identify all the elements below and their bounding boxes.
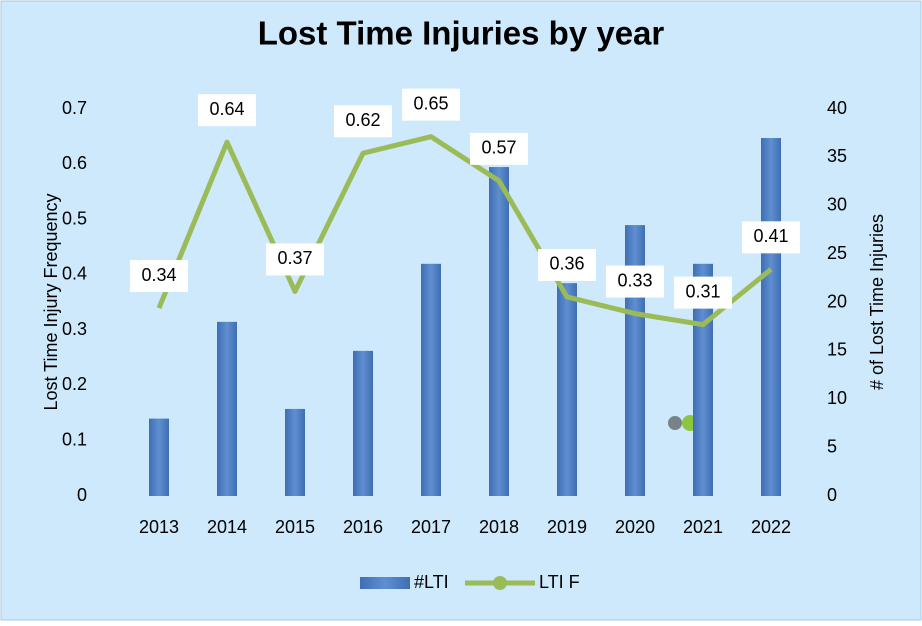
bar [353, 350, 373, 496]
y-tick-label: 0.4 [62, 264, 87, 284]
x-tick-label: 2017 [411, 517, 451, 537]
bar [285, 408, 305, 496]
data-label-box [606, 265, 664, 298]
y-tick-label: 0.7 [62, 98, 87, 118]
y-tick-label: 0.6 [62, 153, 87, 173]
y2-tick-label: 5 [827, 436, 837, 456]
data-label: 0.31 [685, 281, 720, 301]
y-axis-title: Lost Time Injury Frequency [41, 193, 61, 410]
y-tick-label: 0.5 [62, 208, 87, 228]
y-tick-label: 0.3 [62, 319, 87, 339]
legend-label: #LTI [414, 572, 449, 592]
bar [421, 263, 441, 496]
legend-swatch [360, 577, 410, 589]
data-label: 0.33 [617, 270, 652, 290]
data-label: 0.64 [209, 99, 244, 119]
data-label: 0.37 [277, 248, 312, 268]
chart-title: Lost Time Injuries by year [258, 15, 665, 52]
y2-tick-label: 10 [827, 388, 847, 408]
y-tick-label: 0.2 [62, 374, 87, 394]
bar [557, 283, 577, 496]
x-tick-label: 2016 [343, 517, 383, 537]
decoration [668, 416, 682, 430]
y2-tick-label: 0 [827, 485, 837, 505]
data-label: 0.62 [345, 110, 380, 130]
data-label-box [402, 88, 460, 121]
legend-swatch [493, 576, 507, 590]
y2-tick-label: 35 [827, 146, 847, 166]
legend-label: LTI F [539, 572, 580, 592]
bar [761, 138, 781, 496]
y2-tick-label: 25 [827, 243, 847, 263]
y-tick-label: 0.1 [62, 429, 87, 449]
y2-tick-label: 20 [827, 291, 847, 311]
y2-tick-label: 40 [827, 98, 847, 118]
x-tick-label: 2021 [683, 517, 723, 537]
y2-axis-title: # of Lost Time Injuries [867, 214, 887, 390]
data-label-box [266, 243, 324, 276]
y-tick-label: 0 [77, 485, 87, 505]
data-label-box [470, 132, 528, 165]
x-tick-label: 2014 [207, 517, 247, 537]
data-label-box [334, 105, 392, 138]
x-tick-label: 2013 [139, 517, 179, 537]
data-label-box [198, 94, 256, 127]
line [156, 134, 773, 328]
data-label: 0.34 [141, 265, 176, 285]
data-label: 0.41 [753, 226, 788, 246]
y2-tick-label: 15 [827, 340, 847, 360]
data-label: 0.36 [549, 254, 584, 274]
data-label-box [674, 276, 732, 309]
bar [489, 167, 509, 497]
bar [149, 418, 169, 496]
bar [217, 321, 237, 496]
x-tick-label: 2018 [479, 517, 519, 537]
data-label-box [130, 260, 188, 293]
y2-tick-label: 30 [827, 195, 847, 215]
data-label: 0.65 [413, 93, 448, 113]
data-label: 0.57 [481, 138, 516, 158]
x-tick-label: 2015 [275, 517, 315, 537]
data-label-box [742, 221, 800, 254]
data-label-box [538, 248, 596, 281]
x-tick-label: 2019 [547, 517, 587, 537]
x-tick-label: 2022 [751, 517, 791, 537]
x-tick-label: 2020 [615, 517, 655, 537]
